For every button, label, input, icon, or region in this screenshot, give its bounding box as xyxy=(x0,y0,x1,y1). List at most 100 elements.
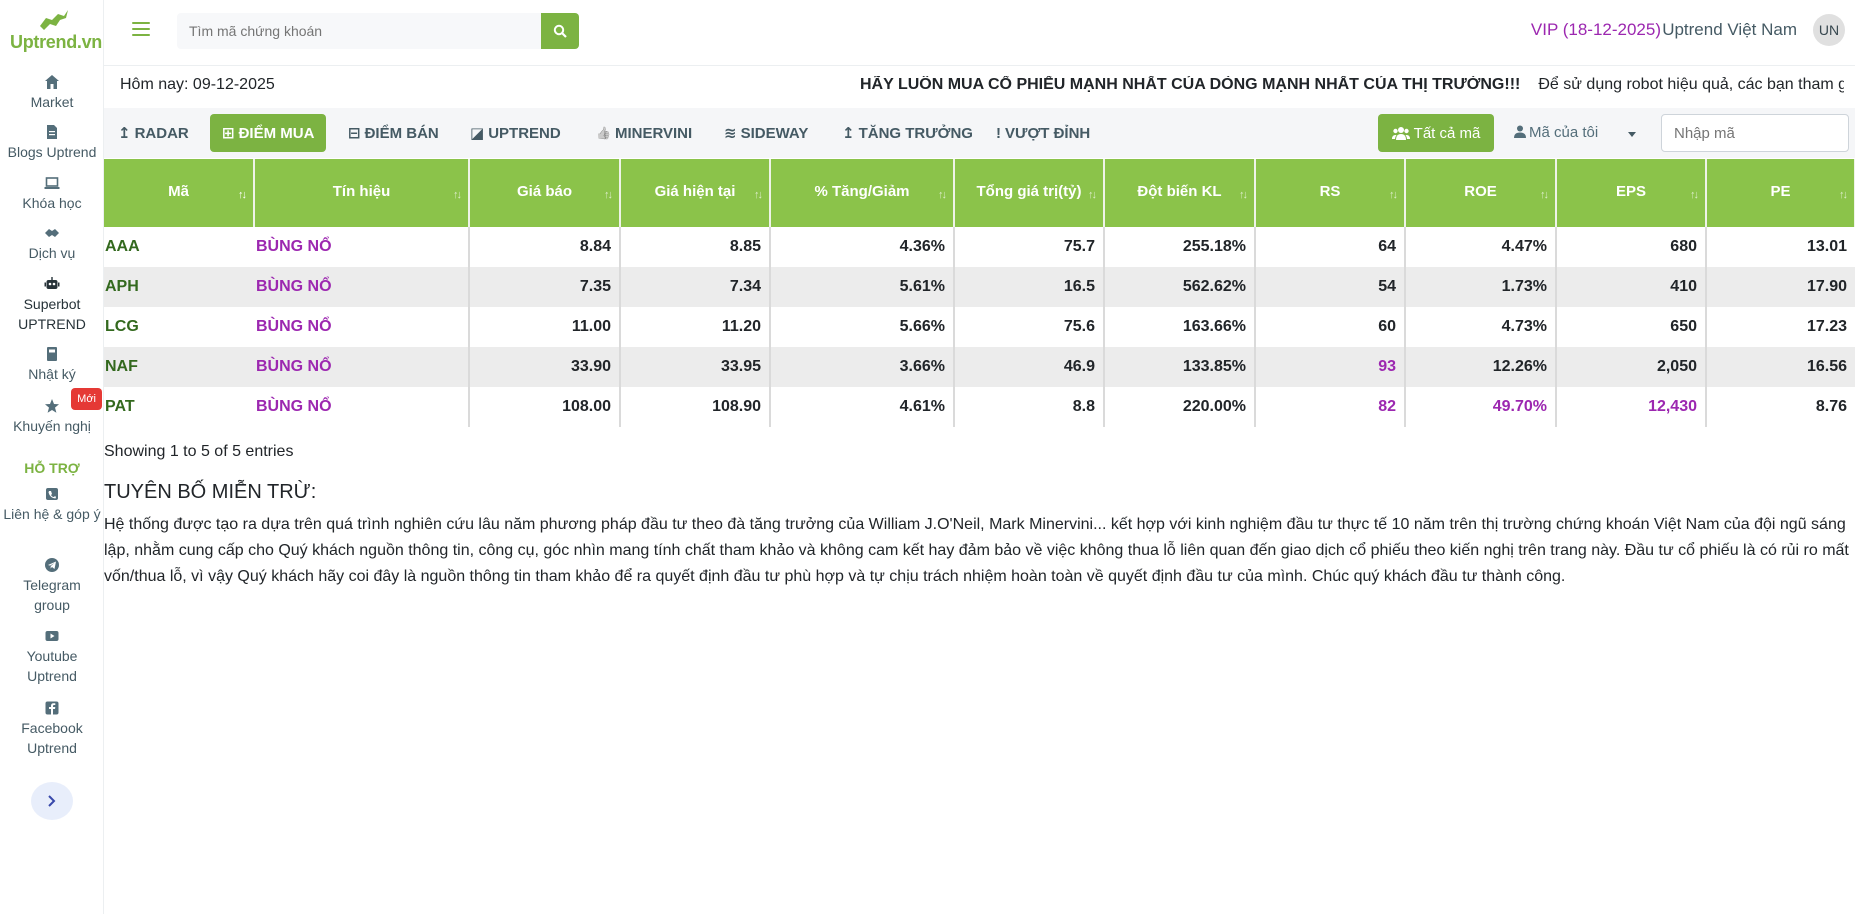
table-cell: 4.73% xyxy=(1405,307,1557,347)
sidebar-collapse-button[interactable] xyxy=(31,782,73,820)
sort-icon[interactable]: ↑↓ xyxy=(1540,189,1549,201)
contact-icon xyxy=(46,488,58,500)
chevron-down-icon[interactable] xyxy=(1628,132,1636,137)
sort-icon[interactable]: ↑↓ xyxy=(1839,189,1848,201)
sort-icon[interactable]: ↑↓ xyxy=(1389,189,1398,201)
code-input[interactable] xyxy=(1661,114,1849,152)
sort-icon[interactable]: ↑↓ xyxy=(604,189,613,201)
signal-cell: BÙNG NỔ xyxy=(254,347,470,387)
signals-table: Mã ↑↓ Tín hiệu ↑↓ Giá báo ↑↓ Giá hiện tại ↑↓% T… xyxy=(104,159,1855,427)
tab-label: ĐIỂM BÁN xyxy=(364,124,439,142)
table-row[interactable]: PAT BÙNG NỔ 108.00 108.90 4.61% 8.8 220.00% 82 4… xyxy=(104,387,1855,427)
column-header-label: RS xyxy=(1319,183,1341,200)
column-header-label: Tín hiệu xyxy=(332,183,391,200)
my-codes-button[interactable]: Mã của tôi xyxy=(1514,124,1598,141)
sidebar-item-courses[interactable]: Khóa học xyxy=(0,175,104,213)
table-row[interactable]: NAF BÙNG NỔ 33.90 33.95 3.66% 46.9 133.85% 93 12… xyxy=(104,347,1855,387)
menu-toggle-icon[interactable] xyxy=(132,22,150,36)
marquee-headline: HÃY LUÔN MUA CỔ PHIẾU MẠNH NHẤT CỦA DÒNG… xyxy=(860,76,1521,93)
signal-cell: BÙNG NỔ xyxy=(254,267,470,307)
table-cell: 410 xyxy=(1556,267,1707,307)
column-header[interactable]: EPS ↑↓ xyxy=(1556,159,1707,227)
sort-icon[interactable]: ↑↓ xyxy=(938,189,947,201)
stock-code-cell[interactable]: APH xyxy=(104,267,254,307)
column-header[interactable]: Tín hiệu ↑↓ xyxy=(254,159,470,227)
all-codes-button[interactable]: Tất cả mã xyxy=(1378,114,1494,152)
sidebar-item-services[interactable]: Dịch vụ xyxy=(0,225,104,263)
sidebar-item-label: Nhật ký xyxy=(28,366,76,382)
stock-code-cell[interactable]: AAA xyxy=(105,238,140,255)
book-icon xyxy=(47,347,57,361)
chevron-right-icon xyxy=(48,795,56,807)
sidebar-item-superbot[interactable]: Superbot UPTREND xyxy=(0,276,104,334)
tab-uptrend[interactable]: ◪ UPTREND xyxy=(458,114,573,152)
table-cell: 7.35 xyxy=(469,267,621,307)
sort-icon[interactable]: ↑↓ xyxy=(1088,189,1097,201)
column-header[interactable]: ROE ↑↓ xyxy=(1405,159,1557,227)
search-button[interactable] xyxy=(541,13,579,49)
minus-square-icon: ⊟ xyxy=(348,125,361,142)
sidebar-item-telegram[interactable]: Telegram group xyxy=(0,557,104,615)
column-header[interactable]: Mã ↑↓ xyxy=(104,159,255,227)
sidebar-item-blogs[interactable]: Blogs Uptrend xyxy=(0,124,104,162)
column-header-label: ROE xyxy=(1464,183,1497,200)
tab-breakout[interactable]: ! VƯỢT ĐỈNH xyxy=(984,114,1102,152)
sort-icon[interactable]: ↑↓ xyxy=(453,189,462,201)
sidebar-item-recommendations[interactable]: Mới Khuyến nghị xyxy=(0,388,104,436)
column-header[interactable]: % Tăng/Giảm ↑↓ xyxy=(770,159,955,227)
table-cell: 133.85% xyxy=(1104,347,1256,387)
tab-buy-point[interactable]: ⊞ ĐIỂM MUA xyxy=(210,114,327,152)
stock-code-cell[interactable]: LCG xyxy=(105,318,139,335)
sidebar-item-journal[interactable]: Nhật ký xyxy=(0,346,104,384)
sidebar-item-label: Telegram group xyxy=(23,577,81,613)
tab-sell-point[interactable]: ⊟ ĐIỂM BÁN xyxy=(336,114,451,152)
vip-status[interactable]: VIP (18-12-2025) xyxy=(1530,20,1661,39)
table-cell: 75.6 xyxy=(954,307,1105,347)
column-header-label: Mã xyxy=(168,183,189,200)
tab-label: ĐIỂM MUA xyxy=(238,124,315,142)
sort-icon[interactable]: ↑↓ xyxy=(1239,189,1248,201)
table-cell: 108.00 xyxy=(469,387,621,427)
chart-icon: ◪ xyxy=(470,125,485,142)
table-cell: 93 xyxy=(1255,347,1406,387)
search-input[interactable] xyxy=(177,13,541,49)
avatar[interactable]: UN xyxy=(1813,14,1845,46)
table-cell: 220.00% xyxy=(1104,387,1256,427)
table-row[interactable]: APH BÙNG NỔ 7.35 7.34 5.61% 16.5 562.62% 54 1.73… xyxy=(104,267,1855,307)
star-icon xyxy=(45,399,59,413)
sidebar-item-youtube[interactable]: Youtube Uptrend xyxy=(0,628,104,686)
table-cell: 13.01 xyxy=(1806,238,1847,255)
sort-icon[interactable]: ↑↓ xyxy=(1690,189,1699,201)
sort-icon[interactable]: ↑↓ xyxy=(238,189,247,201)
sidebar-item-contact[interactable]: Liên hệ & góp ý xyxy=(0,486,104,524)
sidebar-item-label: Khóa học xyxy=(22,195,82,211)
sidebar-item-facebook[interactable]: Facebook Uptrend xyxy=(0,700,104,758)
table-row[interactable]: LCG BÙNG NỔ 11.00 11.20 5.66% 75.6 163.66% 60 4.… xyxy=(104,307,1855,347)
column-header[interactable]: RS ↑↓ xyxy=(1255,159,1406,227)
column-header[interactable]: Đột biến KL ↑↓ xyxy=(1104,159,1256,227)
column-header[interactable]: Giá báo ↑↓ xyxy=(469,159,621,227)
youtube-icon xyxy=(45,631,59,641)
entries-info: Showing 1 to 5 of 5 entries xyxy=(104,443,294,460)
tab-growth[interactable]: ↥ TĂNG TRƯỞNG xyxy=(830,114,985,152)
stock-code-cell[interactable]: PAT xyxy=(105,398,135,415)
document-icon xyxy=(47,125,57,139)
top-header: VIP (18-12-2025) Uptrend Việt Nam UN xyxy=(104,0,1855,66)
column-header[interactable]: Tổng giá trị(tỷ) ↑↓ xyxy=(954,159,1105,227)
table-cell: 5.66% xyxy=(770,307,955,347)
table-row[interactable]: AAA BÙNG NỔ 8.84 8.85 4.36% 75.7 255.18% 64 4.47… xyxy=(104,227,1855,267)
sidebar-item-market[interactable]: Market xyxy=(0,74,104,112)
tab-radar[interactable]: ↥ RADAR xyxy=(106,114,201,152)
sort-icon[interactable]: ↑↓ xyxy=(754,189,763,201)
new-badge: Mới xyxy=(71,388,102,410)
column-header[interactable]: Giá hiện tại ↑↓ xyxy=(620,159,771,227)
column-header[interactable]: PE ↑↓ xyxy=(1706,159,1855,227)
table-cell: 5.61% xyxy=(770,267,955,307)
stock-code-cell[interactable]: NAF xyxy=(104,347,254,387)
logo[interactable]: Uptrend.vn xyxy=(10,8,102,52)
table-cell: 255.18% xyxy=(1104,227,1256,267)
column-header-label: Giá hiện tại xyxy=(654,183,736,200)
tab-minervini[interactable]: 👍 MINERVINI xyxy=(584,114,704,152)
tab-sideway[interactable]: ≋ SIDEWAY xyxy=(712,114,820,152)
user-name[interactable]: Uptrend Việt Nam xyxy=(1662,20,1797,39)
